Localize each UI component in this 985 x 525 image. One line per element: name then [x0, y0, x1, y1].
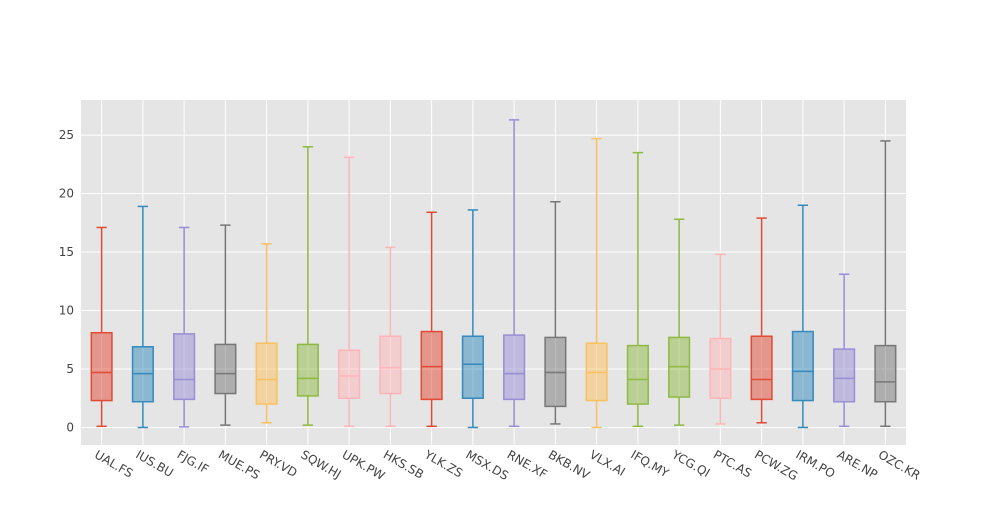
iqr-box: [874, 344, 897, 403]
box-msx-ds: [461, 209, 484, 429]
box-mue-ps: [214, 224, 237, 426]
box-vlx-ai: [585, 137, 608, 429]
iqr-box: [296, 343, 319, 397]
x-tick-label: IFQ.MY: [628, 447, 671, 480]
y-tick-label: 0: [66, 420, 74, 434]
y-tick-label: 25: [59, 128, 74, 142]
box-bkb-nv: [544, 200, 567, 425]
x-tick-label: IUS.BU: [133, 447, 175, 480]
iqr-box: [90, 331, 113, 402]
x-tick-label: VLX.AI: [587, 447, 628, 478]
box-sqw-hj: [296, 146, 319, 426]
x-tick-label: PRY.VD: [257, 447, 299, 480]
x-tick-label: RNE.XF: [505, 447, 550, 481]
iqr-box: [255, 342, 278, 405]
iqr-box: [503, 334, 526, 401]
x-tick-label: IRM.PO: [793, 447, 837, 480]
box-are-np: [833, 273, 856, 428]
iqr-box: [214, 343, 237, 395]
iqr-box: [750, 335, 773, 401]
x-tick-label: YCG.QI: [669, 447, 713, 480]
iqr-box: [626, 344, 649, 405]
box-rne-xf: [503, 119, 526, 428]
x-tick-label: MSX.DS: [463, 447, 511, 483]
box-pcw-zg: [750, 217, 773, 424]
x-tick-label: UPK.PW: [340, 447, 388, 483]
iqr-box: [420, 330, 443, 401]
y-tick-label: 5: [66, 362, 74, 376]
x-tick-label: MUE.PS: [216, 447, 262, 482]
box-ptc-as: [709, 253, 732, 425]
x-tick-label: PCW.ZG: [752, 447, 800, 483]
x-tick-label: OZC.KR: [876, 447, 923, 482]
x-tick-label: HKS.SB: [381, 447, 426, 481]
box-fjg-if: [173, 226, 196, 428]
box-ual-fs: [90, 226, 113, 428]
iqr-box: [791, 330, 814, 402]
x-tick-label: FJG.IF: [175, 447, 212, 476]
x-tick-label: YLK.ZS: [421, 447, 465, 480]
y-axis-ticks: 0 5 10 15 20 25: [59, 128, 74, 434]
box-ylk-zs: [420, 211, 443, 428]
box-ycg-qi: [668, 218, 691, 426]
x-tick-label: PTC.AS: [711, 447, 754, 480]
box-ius-bu: [131, 205, 154, 429]
plot-area: [81, 100, 906, 445]
y-tick-label: 15: [59, 245, 74, 259]
iqr-box: [338, 349, 361, 399]
box-ozc-kr: [874, 140, 897, 428]
box-hks-sb: [379, 246, 402, 428]
x-tick-label: UAL.FS: [92, 447, 135, 480]
iqr-box: [461, 335, 484, 399]
iqr-box: [173, 333, 196, 401]
box-ifq-my: [626, 151, 649, 428]
box-irm-po: [791, 204, 814, 429]
y-tick-label: 10: [59, 304, 74, 318]
box-pry-vd: [255, 243, 278, 424]
box-upk-pw: [338, 156, 361, 428]
iqr-box: [379, 335, 402, 395]
y-tick-label: 20: [59, 187, 74, 201]
x-tick-label: BKB.NV: [546, 447, 593, 482]
iqr-box: [833, 348, 856, 403]
x-tick-label: SQW.HJ: [298, 447, 343, 481]
boxes: [90, 119, 897, 429]
x-tick-label: ARE.NP: [835, 447, 880, 481]
